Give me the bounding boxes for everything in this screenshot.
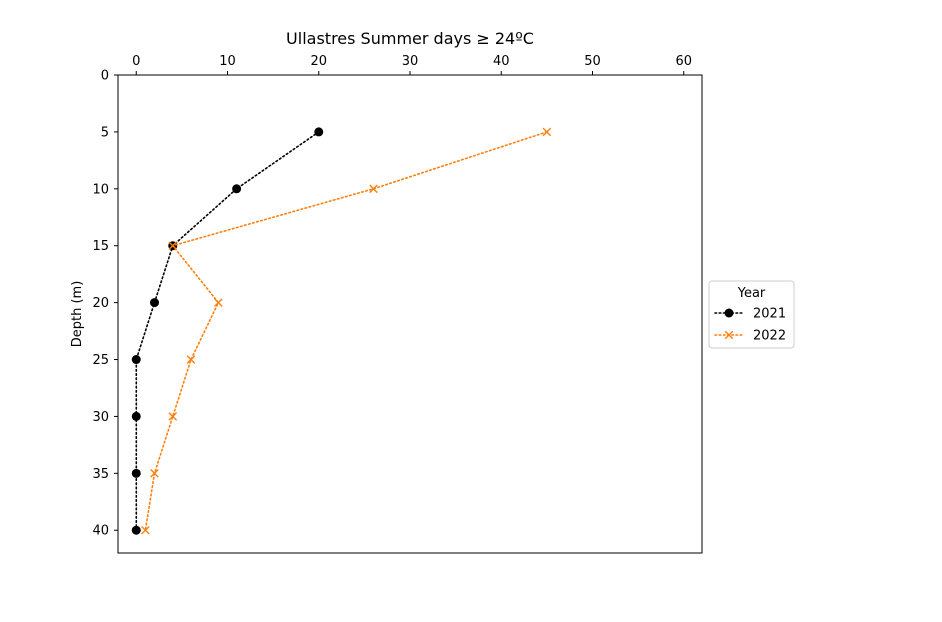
- chart-title: Ullastres Summer days ≥ 24ºC: [286, 29, 534, 48]
- series-line-2021: [135, 131, 320, 532]
- legend-marker-2022: [724, 330, 734, 340]
- y-tick-label: 5: [101, 125, 109, 140]
- data-point-2021: [232, 184, 242, 194]
- y-tick-label: 20: [92, 296, 109, 311]
- legend-label-2022: 2022: [753, 329, 786, 344]
- x-tick-label: 30: [402, 54, 419, 69]
- x-axis: 0 10 20 30 40 50 60: [132, 54, 692, 75]
- legend-marker-2021: [724, 308, 734, 318]
- legend-label-2021: 2021: [753, 307, 786, 322]
- x-tick-label: 60: [675, 54, 692, 69]
- data-point-2022: [168, 412, 178, 421]
- x-tick-label: 20: [310, 54, 327, 69]
- data-point-2021: [314, 127, 324, 137]
- data-point-2022: [542, 127, 552, 137]
- y-tick-label: 30: [92, 410, 109, 425]
- y-tick-label: 10: [92, 182, 109, 197]
- x-tick-label: 40: [493, 54, 510, 69]
- data-point-2022: [168, 241, 178, 251]
- plot-frame: [117, 74, 703, 554]
- data-point-2021: [131, 468, 141, 478]
- data-point-2022: [214, 298, 223, 307]
- plot-area: [131, 127, 552, 535]
- y-tick-label: 25: [92, 353, 109, 368]
- data-point-2021: [131, 411, 141, 421]
- y-axis-label: Depth (m): [70, 281, 85, 348]
- series-line-2022: [144, 131, 548, 532]
- y-tick-label: 15: [92, 239, 109, 254]
- x-tick-label: 10: [219, 54, 236, 69]
- data-point-2022: [141, 525, 150, 535]
- x-tick-label: 50: [584, 54, 601, 69]
- legend: Year 2021 2022: [708, 280, 795, 349]
- data-point-2022: [186, 355, 196, 364]
- y-tick-label: 0: [101, 69, 109, 84]
- y-tick-label: 35: [92, 467, 109, 482]
- data-point-2021: [150, 298, 159, 308]
- data-point-2022: [150, 469, 159, 478]
- data-point-2021: [131, 525, 141, 535]
- x-tick-label: 0: [132, 54, 140, 69]
- data-point-2022: [369, 184, 378, 194]
- data-point-2021: [131, 355, 141, 365]
- legend-frame: [708, 280, 795, 349]
- y-axis: 0 5 10 15 20 25 30 35 40: [92, 69, 118, 539]
- legend-title: Year: [737, 286, 766, 301]
- y-tick-label: 40: [92, 524, 109, 539]
